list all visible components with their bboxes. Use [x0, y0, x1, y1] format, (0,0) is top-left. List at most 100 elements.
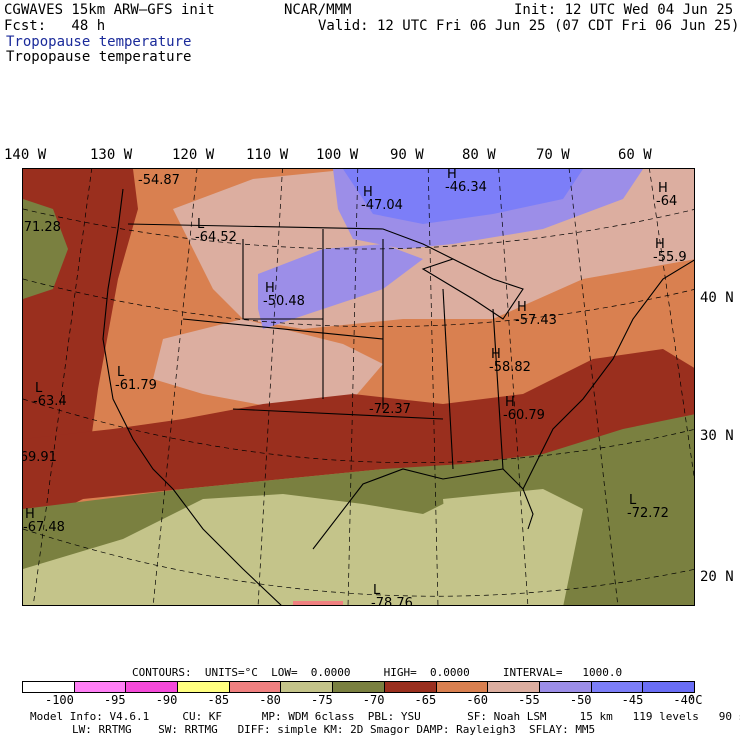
parallel-40n [23, 278, 694, 327]
shade-band-dark-red-belt [23, 349, 694, 509]
parallel-30n [23, 398, 694, 463]
lat-label-20n: 20 N [700, 569, 734, 585]
color-bar-segment [126, 682, 179, 692]
color-bar-segment [74, 682, 127, 692]
model-title: CGWAVES 15km ARW–GFS init [4, 2, 215, 18]
forecast-hour: Fcst: 48 h [4, 18, 106, 34]
color-bar-segment [436, 682, 489, 692]
center-label: H -64 [656, 181, 677, 209]
shade-band-west-olive [23, 199, 68, 299]
contours-info: CONTOURS: UNITS=°C LOW= 0.0000 HIGH= 0.0… [132, 666, 623, 679]
center-label: H -55.9 [653, 237, 687, 265]
color-bar-tick-label: -95 [103, 693, 126, 707]
color-bar-segment [333, 682, 385, 692]
center-label: H -50.48 [263, 281, 305, 309]
color-bar-tick-label: -45 [621, 693, 644, 707]
center-label: H -47.04 [361, 185, 403, 213]
center-label: -72.37 [369, 402, 411, 417]
state-line-4 [182, 318, 384, 340]
great-lakes [421, 258, 524, 320]
center-label: L -72.72 [627, 493, 669, 521]
lon-label-130w: 130 W [90, 147, 133, 163]
model-info-line-1: Model Info: V4.6.1 CU: KF MP: WDM 6class… [30, 710, 740, 723]
color-bar-tick-label: -40 [673, 693, 696, 707]
state-line-1 [242, 239, 323, 320]
center-labels: -54.87 -71.28 L -64.52 H -47.04 H -46.34 H-… [23, 169, 687, 606]
mexico-pacific-coast [172, 488, 282, 605]
meridian-60w [649, 169, 694, 479]
center-label: H -57.43 [515, 300, 557, 328]
map-panel: -54.87 -71.28 L -64.52 H -47.04 H -46.34 H-… [22, 168, 695, 606]
color-bar-segment [281, 682, 334, 692]
color-bar-segment [488, 682, 540, 692]
color-bar-segment [384, 682, 437, 692]
meridian-90w [427, 169, 439, 605]
color-bar-segment [178, 682, 230, 692]
lon-label-80w: 80 W [462, 147, 496, 163]
color-bar-tick-label: -50 [569, 693, 592, 707]
map-boundaries [102, 188, 694, 605]
shade-band-khaki-south [23, 494, 473, 605]
state-line-6 [442, 288, 454, 470]
graticule [23, 169, 694, 605]
lon-label-90w: 90 W [390, 147, 424, 163]
lat-label-30n: 30 N [700, 428, 734, 444]
meridian-80w [498, 169, 529, 605]
color-bar-tick-label: -100 [44, 693, 74, 707]
color-bar-segment [539, 682, 592, 692]
lon-label-60w: 60 W [618, 147, 652, 163]
color-bar-tick-label: -70 [362, 693, 385, 707]
meridian-120w [152, 169, 198, 605]
color-bar-tick-label: -75 [311, 693, 333, 707]
model-info-line-2: LW: RRTMG SW: RRTMG DIFF: simple KM: 2D … [72, 723, 596, 736]
atlantic-coast [522, 259, 694, 490]
color-bar-segment [229, 682, 282, 692]
center-label: H -67.48 [23, 507, 65, 535]
us-west-coast [102, 188, 174, 490]
gulf-coast [312, 468, 534, 550]
color-bar-tick-label: -60 [466, 693, 488, 707]
color-bar-segment [643, 682, 694, 692]
center-label: L -78.76 [371, 583, 413, 606]
color-bar-unit: °C [688, 693, 703, 707]
lon-label-140w: 140 W [4, 147, 47, 163]
meridian-70w [568, 169, 619, 605]
center-label: L -61.79 [115, 365, 157, 393]
center-label: L -64.52 [195, 217, 237, 245]
us-canada-border [127, 223, 454, 260]
shade-band-pink-south [293, 601, 343, 605]
center-label: H -60.79 [503, 395, 545, 423]
shade-band-purple-central [258, 244, 423, 329]
meridian-100w [347, 169, 359, 605]
color-bar [22, 681, 695, 693]
center-label: L -63.4 [33, 381, 67, 409]
meridian-110w [257, 169, 283, 605]
state-line-7 [492, 308, 504, 470]
shade-band-blue-north [343, 169, 583, 224]
state-line-5 [232, 408, 444, 420]
lon-label-110w: 110 W [246, 147, 289, 163]
shade-band-khaki-east [443, 489, 583, 605]
init-time: Init: 12 UTC Wed 04 Jun 25 [514, 2, 734, 18]
center-label: -71.28 [23, 220, 61, 235]
valid-time: Valid: 12 UTC Fri 06 Jun 25 (07 CDT Fri … [318, 18, 740, 34]
color-bar-tick-label: -55 [518, 693, 540, 707]
lat-label-40n: 40 N [700, 290, 734, 306]
tropopause-temperature-field: -54.87 -71.28 L -64.52 H -47.04 H -46.34 H-… [23, 169, 694, 606]
lon-label-70w: 70 W [536, 147, 570, 163]
center-label: H -46.34 [445, 169, 487, 195]
center-label: H -58.82 [489, 347, 531, 375]
parallel-20n [23, 528, 694, 597]
shade-band-pink-middle [153, 319, 383, 409]
center-label: -69.91 [23, 450, 57, 465]
color-bar-tick-label: -65 [414, 693, 437, 707]
color-bar-segment [591, 682, 644, 692]
organization-label: NCAR/MMM [284, 2, 352, 18]
color-bar-tick-label: -80 [259, 693, 281, 707]
color-bar-segment [23, 682, 75, 692]
color-bar-tick-label: -85 [207, 693, 230, 707]
meridian-130w [32, 169, 93, 605]
center-label: -54.87 [138, 173, 180, 188]
lon-label-100w: 100 W [316, 147, 359, 163]
field-title-black: Tropopause temperature [6, 49, 192, 65]
